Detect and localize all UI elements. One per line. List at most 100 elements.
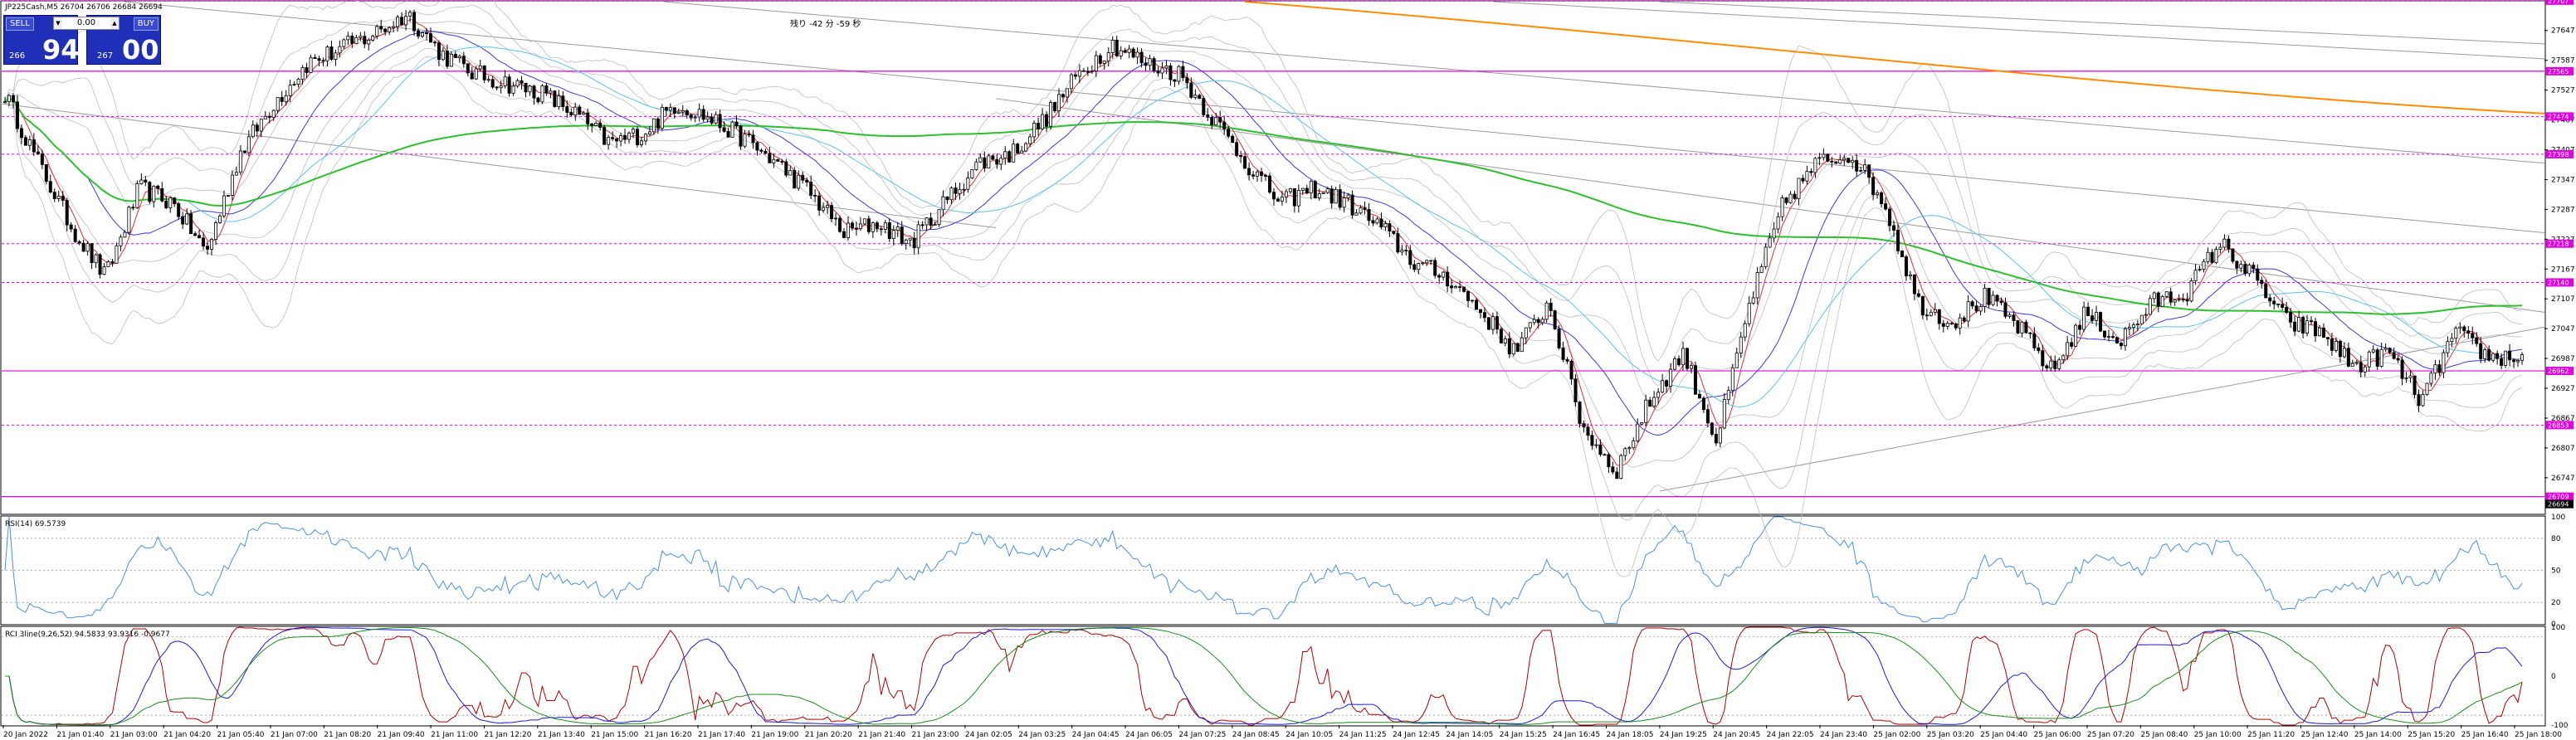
rsi-indicator: 100 80 50 20 0 <box>2 514 2565 629</box>
candle-body <box>2016 320 2020 333</box>
candle-body <box>1859 169 1863 172</box>
candle-body <box>1235 142 1239 156</box>
chevron-up-icon[interactable]: ▲ <box>110 17 119 29</box>
candle-body <box>2139 314 2144 324</box>
candle-body <box>2099 312 2103 332</box>
candle-body <box>2074 324 2078 347</box>
candle-body <box>1148 58 1152 66</box>
trend-line <box>1659 1 2545 45</box>
buy-box[interactable]: BUY 267 00 <box>86 15 161 65</box>
symbol-info: JP225Cash,M5 26704 26706 26684 26694 <box>4 3 163 12</box>
candle-body <box>2350 363 2354 367</box>
trend-line <box>663 1 2545 164</box>
candle-body <box>2231 248 2235 262</box>
candle-body <box>1524 327 1528 338</box>
candle-body <box>1325 188 1329 193</box>
lot-size-value: 0.00 <box>76 18 96 27</box>
candle-body <box>1346 194 1350 199</box>
candle-body <box>1685 348 1689 369</box>
candle-body <box>1417 263 1421 270</box>
candle-body <box>772 158 776 163</box>
candle-body <box>879 228 883 231</box>
candle-body <box>23 137 27 146</box>
candle-body <box>367 40 371 45</box>
candle-body <box>1900 250 1904 257</box>
candle-body <box>15 101 19 129</box>
candle-body <box>2260 280 2264 285</box>
buy-button[interactable]: BUY <box>133 17 159 31</box>
candle-body <box>2152 292 2156 299</box>
candle-body <box>1135 51 1139 58</box>
candle-body <box>1991 295 1995 305</box>
candle-body <box>1495 316 1499 330</box>
buy-price-digits: 00 <box>122 34 159 66</box>
candle-body <box>1437 275 1442 278</box>
candle-body <box>2103 330 2107 338</box>
candle-body <box>193 233 198 236</box>
candle-body <box>181 216 185 225</box>
candle-body <box>511 85 515 94</box>
candle-body <box>1173 79 1177 82</box>
candle-body <box>1321 192 1325 194</box>
candle-body <box>1421 262 1425 265</box>
candle-body <box>1511 343 1515 355</box>
candle-body <box>954 187 958 194</box>
candle-body <box>858 223 862 230</box>
chevron-down-icon[interactable]: ▼ <box>54 17 62 29</box>
candle-body <box>1876 192 1880 195</box>
candle-body <box>1578 402 1582 424</box>
candle-body <box>2123 329 2127 347</box>
candle-body <box>826 205 830 208</box>
candle-body <box>2008 314 2012 317</box>
y-tick-label: 26987 <box>2551 355 2575 363</box>
candle-body <box>329 46 334 60</box>
candle-body <box>2061 355 2066 361</box>
candle-body <box>2396 358 2400 361</box>
candle-body <box>2206 251 2210 262</box>
candle-body <box>2020 321 2024 333</box>
candle-body <box>908 237 912 241</box>
candle-body <box>305 67 309 73</box>
rci-y-tick: -100 <box>2551 722 2569 730</box>
x-tick-label: 21 Jan 01:40 <box>56 731 104 739</box>
candle-body <box>1094 55 1098 72</box>
candle-body <box>1329 188 1334 204</box>
candle-body <box>912 237 916 249</box>
candle-body <box>417 30 421 37</box>
sell-button[interactable]: SELL <box>6 17 34 31</box>
candle-body <box>2363 366 2367 372</box>
candle-body <box>2086 306 2091 316</box>
candle-body <box>1049 102 1053 127</box>
ma-orange-line <box>1244 1 2545 114</box>
candle-body <box>1648 399 1652 407</box>
candle-body <box>1855 159 1859 172</box>
time-axis: 20 Jan 2022 21 Jan 01:40 21 Jan 03:00 21 Ja… <box>2 725 2562 739</box>
x-tick-label: 25 Jan 06:00 <box>2034 731 2081 739</box>
candle-body <box>424 32 428 35</box>
candle-body <box>1867 164 1871 178</box>
x-tick-label: 25 Jan 02:00 <box>1873 731 1920 739</box>
candle-body <box>1978 306 1983 312</box>
sell-box[interactable]: SELL 266 94 <box>3 15 80 65</box>
candle-body <box>19 128 23 139</box>
candle-body <box>2181 299 2185 301</box>
candle-body <box>2346 348 2350 367</box>
candle-body <box>751 134 755 144</box>
lot-size-input[interactable]: ▼ 0.00 ▲ <box>53 17 120 30</box>
candle-body <box>2218 246 2222 250</box>
one-click-trading-panel: SELL 266 94 ▼ 0.00 ▲ BUY 267 00 <box>3 15 163 65</box>
candle-body <box>115 245 119 264</box>
candle-body <box>672 107 676 114</box>
candle-body <box>61 196 65 201</box>
x-tick-label: 21 Jan 23:00 <box>912 731 959 739</box>
level-tag <box>2545 278 2574 287</box>
candle-body <box>598 123 603 128</box>
candle-body <box>1640 421 1644 425</box>
candle-body <box>65 200 69 226</box>
candle-body <box>1412 264 1417 270</box>
candle-body <box>578 106 582 115</box>
candle-body <box>2127 327 2131 329</box>
candle-body <box>2024 321 2028 333</box>
candle-body <box>1454 286 1458 289</box>
